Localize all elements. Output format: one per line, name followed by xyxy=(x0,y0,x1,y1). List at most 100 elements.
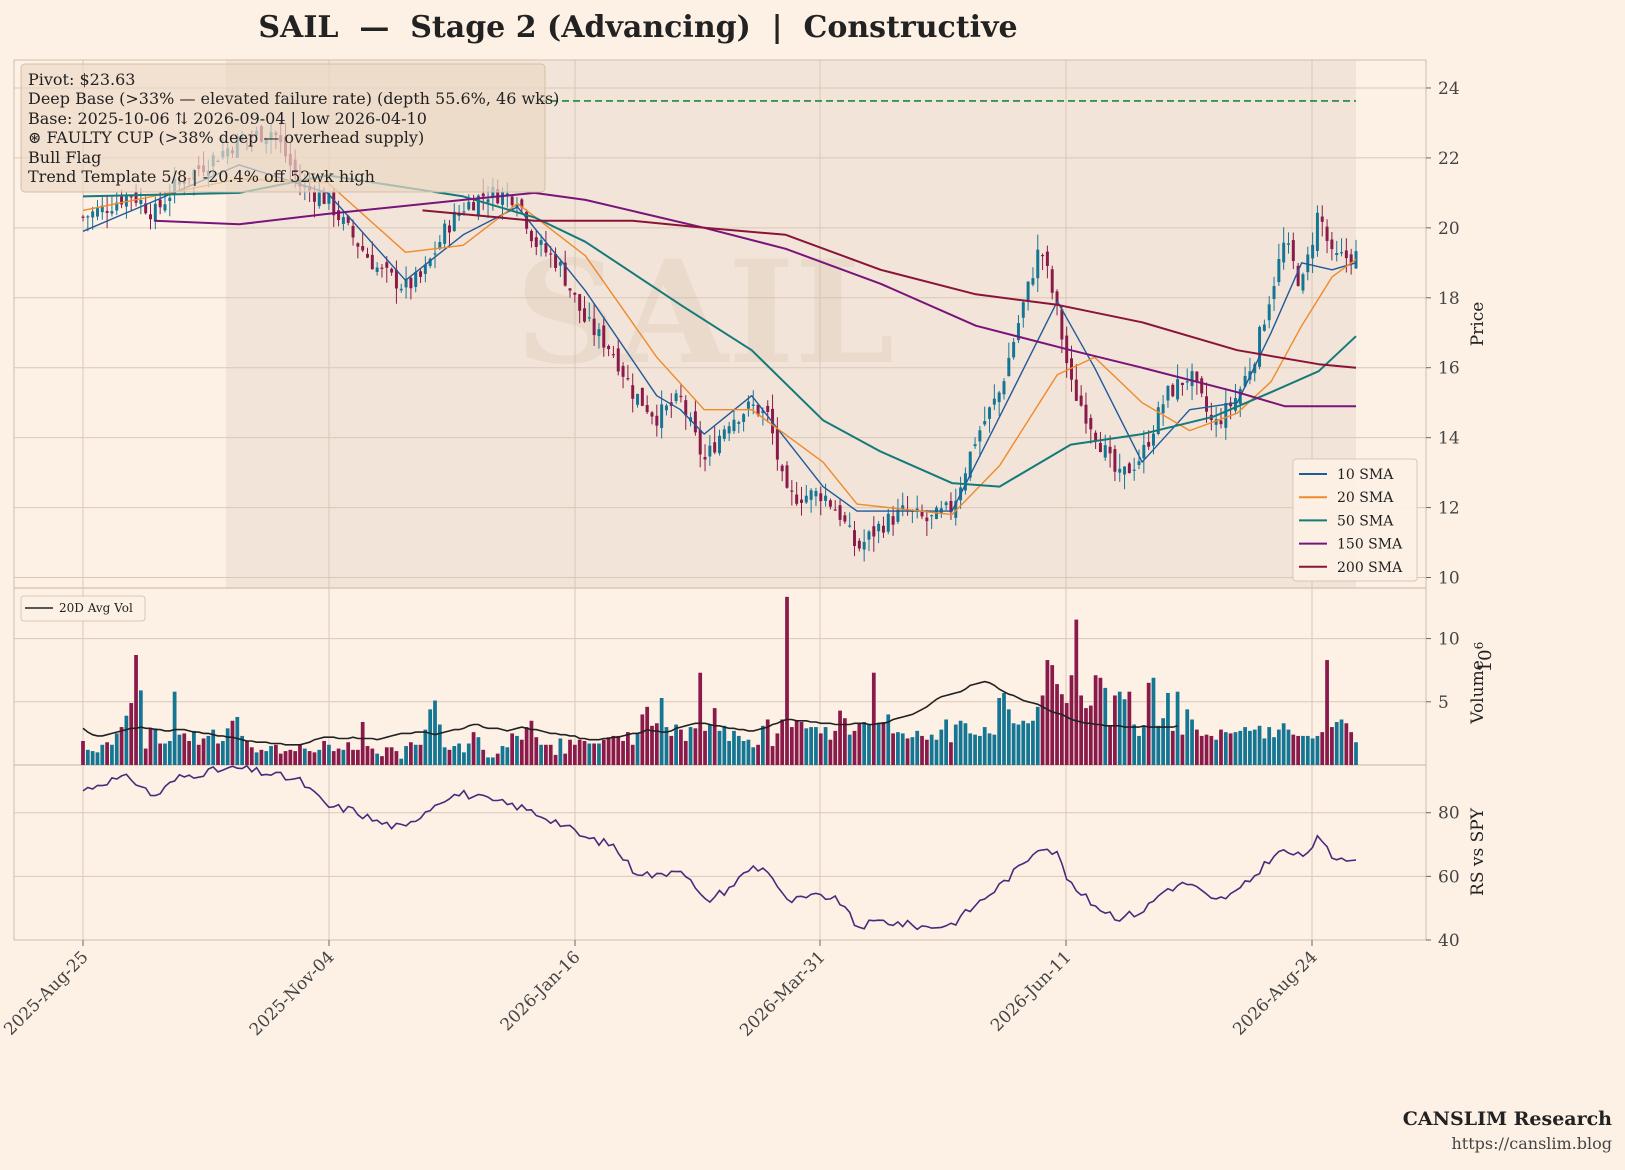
volume-bar xyxy=(1291,734,1296,765)
volume-bar xyxy=(288,749,293,765)
volume-axis-label: Volume xyxy=(1468,660,1488,725)
volume-bar xyxy=(698,672,703,765)
volume-bar xyxy=(1170,730,1175,765)
x-tick-label: 2025-Aug-25 xyxy=(0,947,92,1039)
candle xyxy=(120,189,124,209)
candle-body xyxy=(346,216,350,223)
candle-body xyxy=(1036,249,1040,279)
volume-bar xyxy=(274,744,278,765)
candle xyxy=(361,231,365,253)
candle xyxy=(954,488,958,526)
candle xyxy=(356,242,360,259)
volume-bar xyxy=(90,751,95,765)
volume-bar xyxy=(1330,727,1334,765)
candle xyxy=(838,499,842,527)
candle xyxy=(1272,276,1276,312)
candle xyxy=(1282,227,1286,270)
candle-body xyxy=(520,199,524,208)
volume-bar xyxy=(404,746,408,765)
volume-bar xyxy=(968,733,973,765)
volume-bar xyxy=(630,744,635,765)
candle-body xyxy=(317,192,321,207)
volume-bar xyxy=(616,735,621,765)
candle xyxy=(698,421,702,468)
volume-bar xyxy=(124,715,129,765)
volume-bar xyxy=(842,718,847,765)
volume-bar xyxy=(100,744,105,765)
volume-bar xyxy=(225,728,230,765)
volume-bar xyxy=(674,724,678,765)
candle-body xyxy=(650,412,654,417)
sma-150-line xyxy=(154,191,1356,408)
candle xyxy=(467,194,471,211)
candle xyxy=(626,364,630,381)
legend-label-sma-50-line: 50 SMA xyxy=(1337,513,1394,529)
volume-bar xyxy=(1127,691,1132,765)
candle xyxy=(1166,384,1170,408)
volume-bar xyxy=(722,725,727,765)
volume-bar xyxy=(645,706,650,765)
volume-bar xyxy=(365,746,370,765)
candle xyxy=(1016,314,1020,344)
candle xyxy=(992,384,996,411)
rs-tick-label: 40 xyxy=(1438,931,1460,951)
volume-legend: 20D Avg Vol xyxy=(20,595,146,622)
volume-bar xyxy=(220,740,225,765)
volume-bar xyxy=(992,734,997,765)
candle xyxy=(423,256,427,283)
volume-bar xyxy=(196,744,201,765)
volume-bar xyxy=(1262,738,1267,765)
candle-body xyxy=(693,411,697,433)
volume-bar xyxy=(862,722,867,765)
volume-bar xyxy=(900,733,905,765)
candle xyxy=(1335,240,1339,262)
candle xyxy=(775,417,779,471)
sma-legend: 10 SMA 20 SMA 50 SMA 150 SMA 200 SMA xyxy=(1292,458,1418,582)
candle xyxy=(621,362,625,389)
candle-body xyxy=(698,429,702,455)
candle-body xyxy=(361,246,365,251)
candle-body xyxy=(312,192,316,202)
volume-bar xyxy=(553,754,558,765)
candle xyxy=(1320,205,1324,237)
candle-body xyxy=(1166,386,1170,401)
volume-bar xyxy=(394,751,399,765)
candle xyxy=(554,247,558,272)
candle-body xyxy=(1205,396,1209,412)
volume-bar xyxy=(1334,722,1339,765)
candle xyxy=(1219,408,1223,429)
candle-body xyxy=(467,201,471,210)
candle xyxy=(587,302,591,322)
candle xyxy=(1113,445,1117,482)
volume-bar xyxy=(500,746,505,765)
candle xyxy=(1074,364,1078,402)
candle-body xyxy=(1296,265,1300,286)
volume-bar xyxy=(476,737,481,765)
legend-label-sma-200-line: 200 SMA xyxy=(1337,560,1403,576)
candle xyxy=(1195,371,1199,395)
volume-bar xyxy=(1305,735,1310,765)
volume-bar xyxy=(442,747,447,765)
candle xyxy=(375,262,379,276)
candle-body xyxy=(1094,432,1098,441)
candle-body xyxy=(370,254,374,270)
candle-body xyxy=(428,258,432,266)
candle-body xyxy=(110,211,114,214)
volume-bar xyxy=(548,744,553,765)
candle xyxy=(149,203,152,230)
price-tick-label: 22 xyxy=(1438,149,1460,169)
volume-bar xyxy=(211,729,216,765)
volume-bar xyxy=(317,749,322,765)
candle xyxy=(737,420,741,434)
annotation-faulty-cup: ⊛ FAULTY CUP (>38% deep — overhead suppl… xyxy=(28,128,424,147)
candle xyxy=(809,488,813,513)
volume-bar xyxy=(375,753,380,765)
volume-bar xyxy=(230,720,235,765)
volume-bar xyxy=(1040,695,1045,765)
candle-body xyxy=(558,262,562,266)
volume-bar xyxy=(953,724,958,765)
volume-bar xyxy=(1084,708,1088,765)
volume-bar xyxy=(896,732,900,765)
volume-bar xyxy=(409,742,413,765)
volume-bar xyxy=(143,748,148,765)
